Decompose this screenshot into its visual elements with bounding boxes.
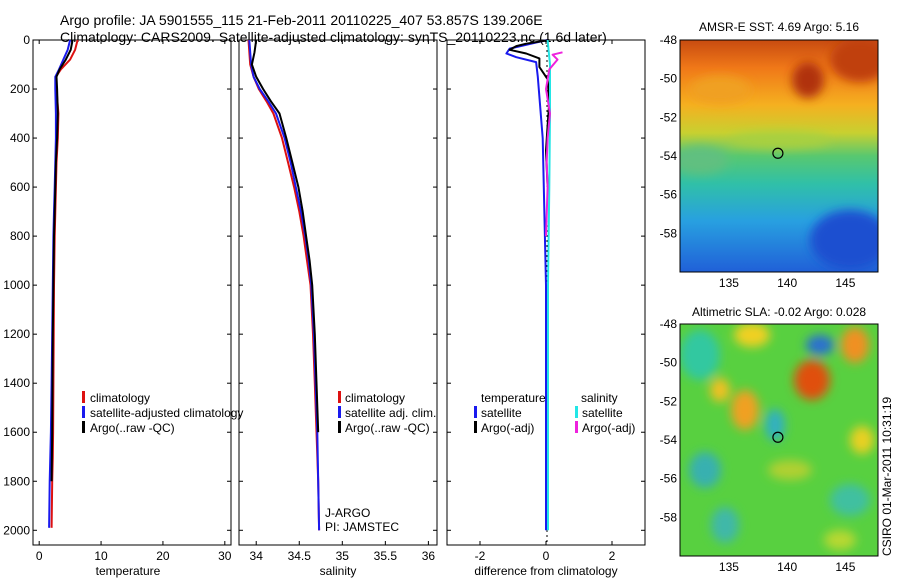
series-line-black <box>250 39 320 433</box>
legend-label: satellite-adjusted climatology <box>90 406 243 420</box>
temperature-xlabel: temperature <box>96 564 161 578</box>
y-tick-label: 1200 <box>3 327 30 341</box>
float-location-marker <box>772 431 784 443</box>
difference-xlabel: difference from climatology <box>474 564 617 578</box>
y-tick-label: 400 <box>10 131 30 145</box>
map-y-tick-label: -58 <box>660 510 678 524</box>
map-y-tick-label: -56 <box>660 472 678 486</box>
y-tick-label: 2000 <box>3 523 30 537</box>
map-x-tick-label: 140 <box>777 276 797 290</box>
legend-swatch-blue <box>82 406 85 418</box>
map-y-tick-label: -48 <box>660 317 678 331</box>
legend-swatch-red <box>338 391 341 403</box>
legend-swatch-magenta <box>575 421 578 433</box>
series-line-blue <box>248 39 321 531</box>
y-tick-label: 800 <box>10 229 30 243</box>
x-tick-label: 10 <box>94 549 108 563</box>
legend-label: satellite <box>582 406 623 420</box>
side-credit: CSIRO 01-Mar-2011 10:31:19 <box>880 396 894 556</box>
legend-label: climatology <box>345 391 405 405</box>
map-x-tick-label: 145 <box>835 276 855 290</box>
y-tick-label: 0 <box>23 33 30 47</box>
float-location-marker <box>772 147 784 159</box>
legend-label: climatology <box>90 391 150 405</box>
sst-map-frame <box>679 39 879 273</box>
float-program-label: J-ARGO <box>325 506 370 520</box>
sla-map-title: Altimetric SLA: -0.02 Argo: 0.028 <box>692 305 866 319</box>
x-tick-label: 20 <box>156 549 170 563</box>
map-x-tick-label: 135 <box>719 560 739 574</box>
x-tick-label: 30 <box>218 549 232 563</box>
map-x-tick-label: 145 <box>835 560 855 574</box>
series-line-blue <box>505 39 548 531</box>
map-y-tick-label: -52 <box>660 394 678 408</box>
sla-heatmap <box>680 324 878 556</box>
salinity-legend: climatology satellite adj. clim. Argo(..… <box>338 391 436 435</box>
series-line-cyan <box>546 39 551 531</box>
legend-header: salinity <box>581 391 618 405</box>
x-tick-label: 34 <box>250 549 264 563</box>
temperature-axes-frame <box>32 39 232 546</box>
legend-swatch-blue <box>338 406 341 418</box>
legend-label: Argo(-adj) <box>582 421 635 435</box>
x-tick-label: 35.5 <box>374 549 398 563</box>
legend-label: satellite adj. clim. <box>345 406 436 420</box>
legend-label: Argo(..raw -QC) <box>345 421 430 435</box>
sst-map-title: AMSR-E SST: 4.69 Argo: 5.16 <box>699 20 859 34</box>
legend-swatch-blue <box>474 406 477 418</box>
x-tick-label: 2 <box>609 549 616 563</box>
legend-label: Argo(..raw -QC) <box>90 421 175 435</box>
x-tick-label: 0 <box>543 549 550 563</box>
map-y-tick-label: -54 <box>660 433 678 447</box>
legend-header: temperature <box>481 391 546 405</box>
difference-legend: temperature salinity satellite Argo(-adj… <box>474 391 635 435</box>
legend-swatch-black <box>474 421 477 433</box>
salinity-xlabel: salinity <box>320 564 357 578</box>
x-tick-label: 0 <box>36 549 43 563</box>
x-tick-label: 36 <box>422 549 436 563</box>
sst-heatmap <box>680 40 878 272</box>
legend-label: Argo(-adj) <box>481 421 534 435</box>
map-y-tick-label: -58 <box>660 226 678 240</box>
sla-map-frame <box>679 323 879 557</box>
map-y-tick-label: -50 <box>660 356 678 370</box>
float-pi-label: PI: JAMSTEC <box>325 520 399 534</box>
series-line-black <box>508 39 551 188</box>
temperature-legend: climatology satellite-adjusted climatolo… <box>82 391 243 435</box>
x-tick-label: 34.5 <box>288 549 312 563</box>
salinity-axes-frame <box>238 39 438 546</box>
legend-swatch-cyan <box>575 406 578 418</box>
plot-title-line1: Argo profile: JA 5901555_115 21-Feb-2011… <box>60 12 543 28</box>
plot-title-line2: Climatology: CARS2009. Satellite-adjuste… <box>60 29 607 45</box>
y-tick-label: 1000 <box>3 278 30 292</box>
map-x-tick-label: 140 <box>777 560 797 574</box>
legend-swatch-black <box>338 421 341 433</box>
legend-swatch-red <box>82 391 85 403</box>
y-tick-label: 1800 <box>3 474 30 488</box>
series-line-black <box>50 39 74 482</box>
x-tick-label: 35 <box>336 549 350 563</box>
y-tick-label: 600 <box>10 180 30 194</box>
x-tick-label: -2 <box>475 549 486 563</box>
map-y-tick-label: -52 <box>660 110 678 124</box>
map-y-tick-label: -50 <box>660 72 678 86</box>
map-y-tick-label: -54 <box>660 149 678 163</box>
map-y-tick-label: -56 <box>660 188 678 202</box>
map-x-tick-label: 135 <box>719 276 739 290</box>
y-tick-label: 1600 <box>3 425 30 439</box>
map-y-tick-label: -48 <box>660 33 678 47</box>
legend-swatch-black <box>82 421 85 433</box>
y-tick-label: 200 <box>10 82 30 96</box>
y-tick-label: 1400 <box>3 376 30 390</box>
series-line-red <box>247 39 321 531</box>
series-line-magenta <box>545 51 563 237</box>
legend-label: satellite <box>481 406 522 420</box>
